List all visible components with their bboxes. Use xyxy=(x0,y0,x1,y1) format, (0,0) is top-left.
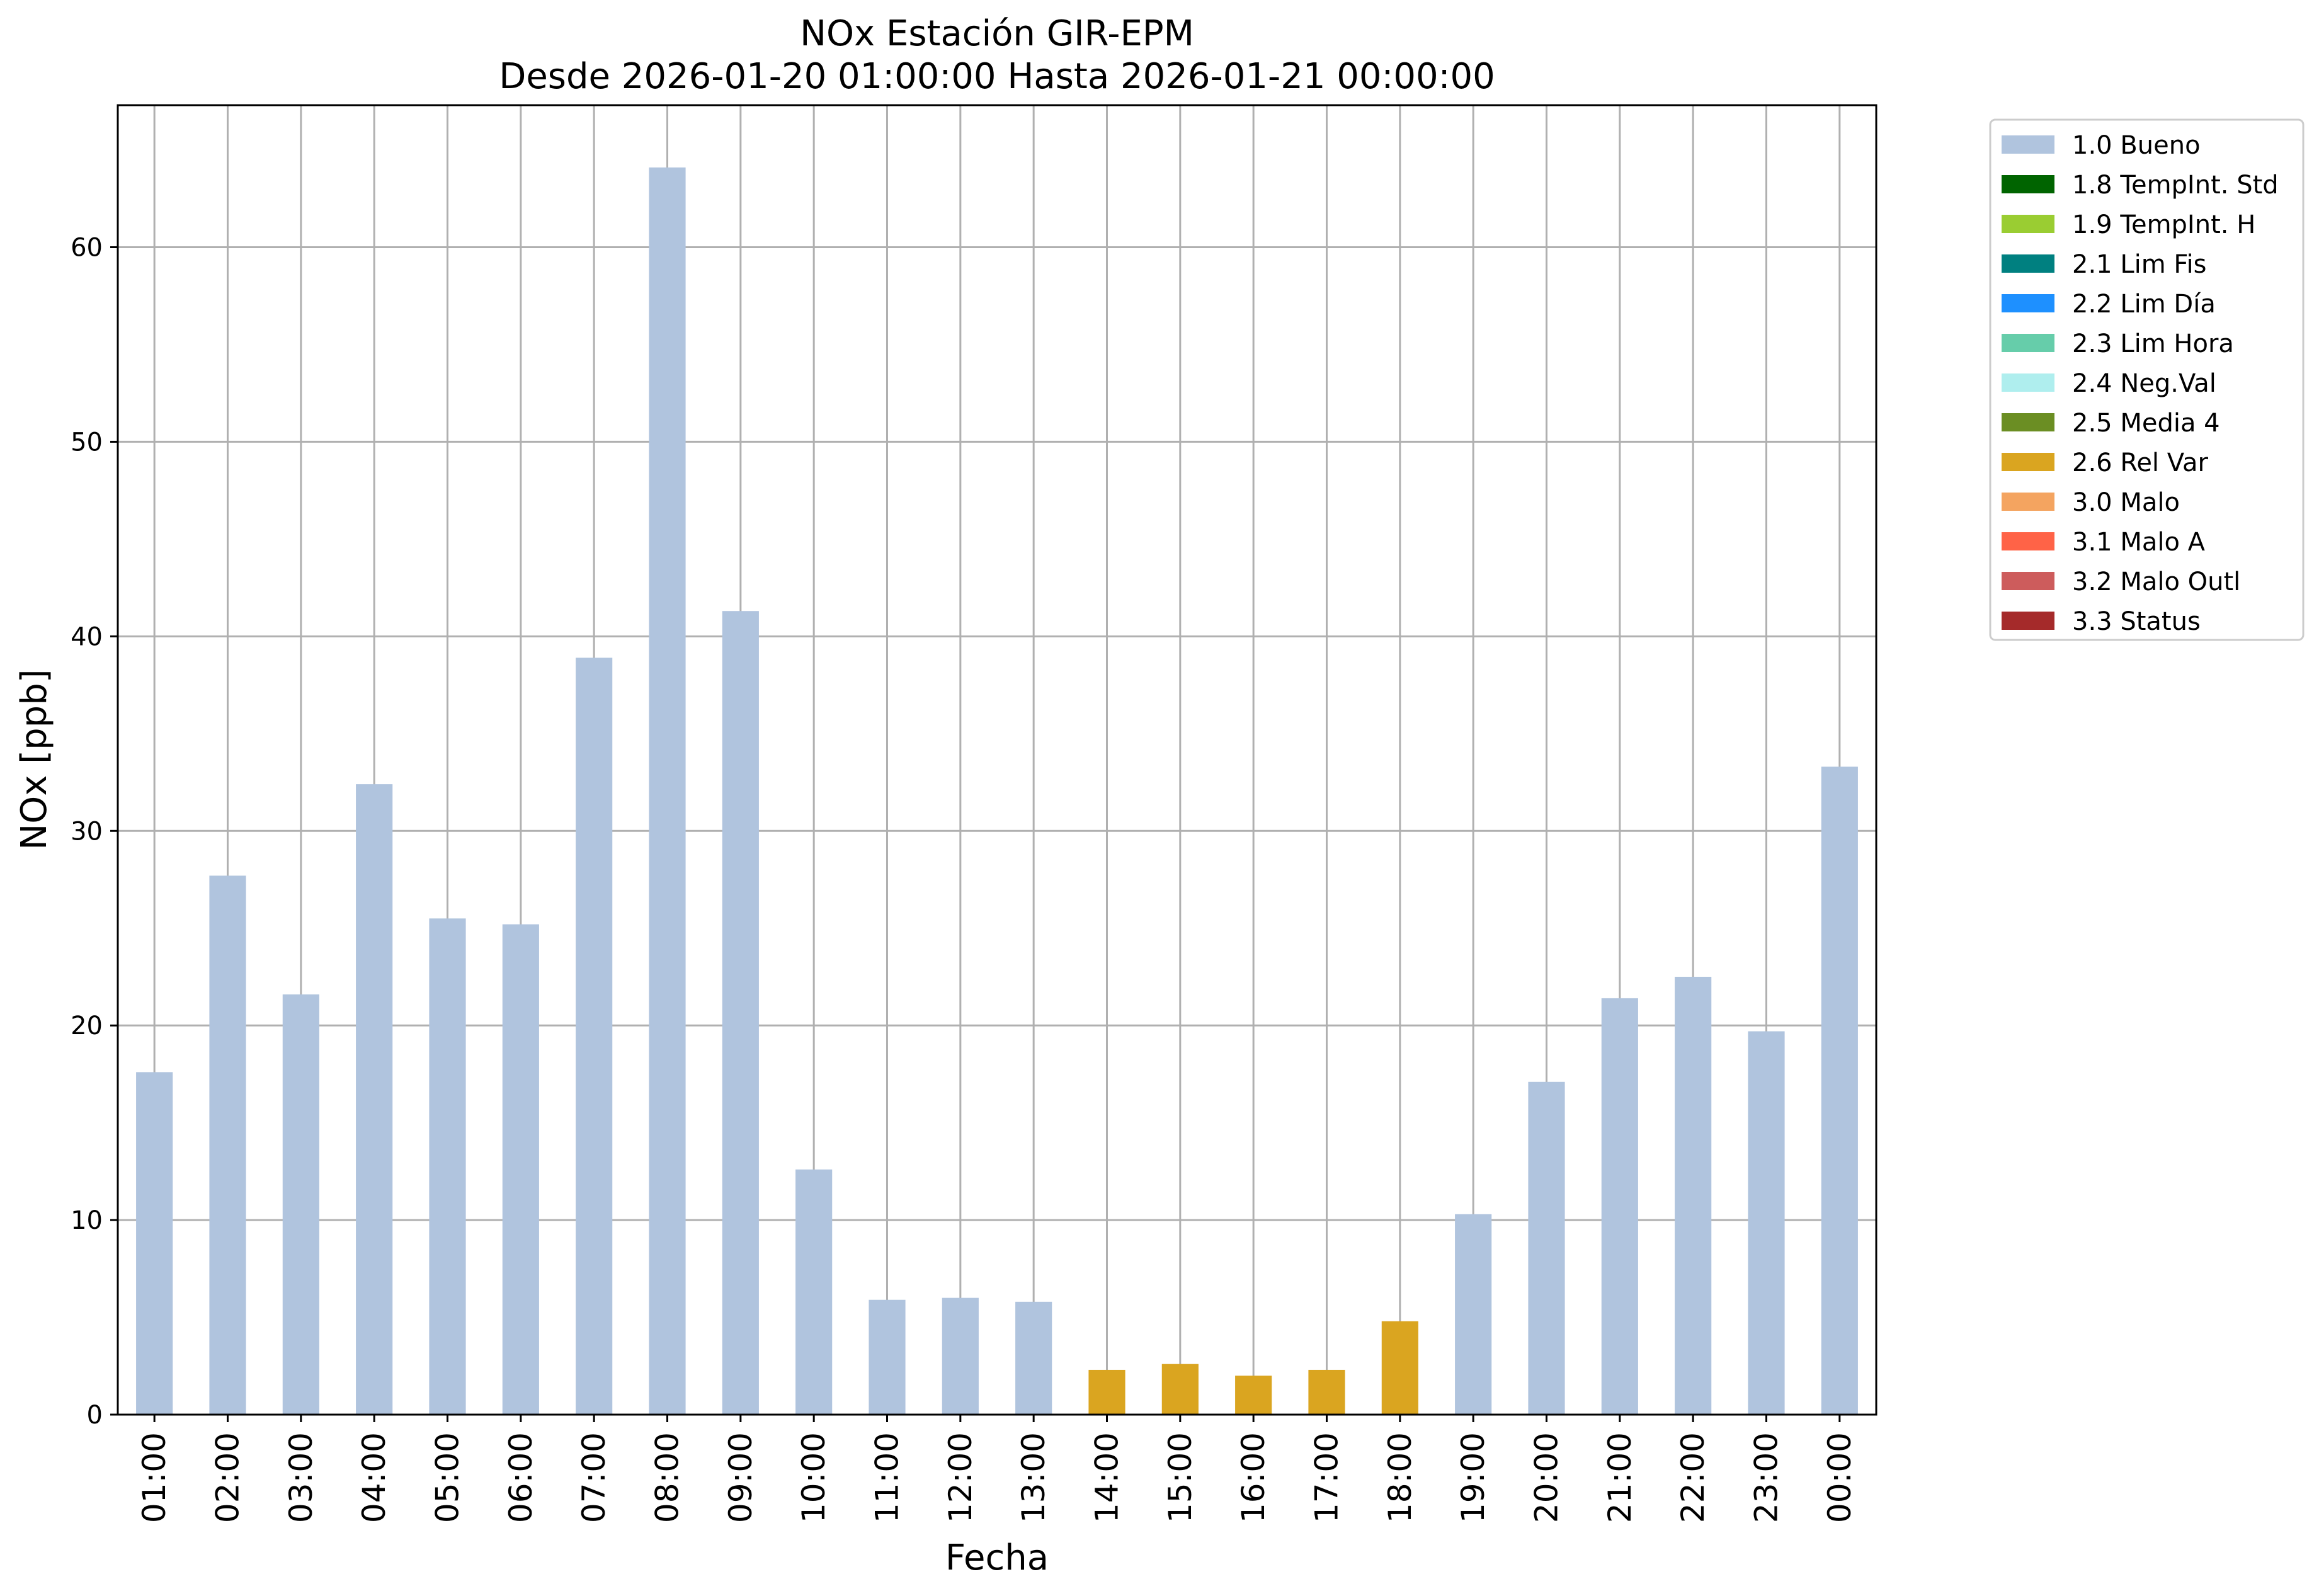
legend-label: 2.3 Lim Hora xyxy=(2072,329,2234,358)
legend-label: 3.2 Malo Outl xyxy=(2072,567,2240,596)
x-tick-label: 00:00 xyxy=(1821,1432,1858,1523)
legend-swatch xyxy=(2002,215,2054,233)
bar-1400 xyxy=(1088,1369,1125,1415)
bar-1500 xyxy=(1161,1364,1199,1415)
x-tick-label: 09:00 xyxy=(722,1432,759,1523)
legend-swatch xyxy=(2002,572,2054,590)
legend-label: 2.2 Lim Día xyxy=(2072,290,2216,319)
bar-0200 xyxy=(209,875,246,1415)
x-tick-label: 20:00 xyxy=(1529,1432,1565,1523)
y-tick-label: 60 xyxy=(71,234,103,263)
legend-label: 1.0 Bueno xyxy=(2072,131,2201,160)
x-tick-label: 19:00 xyxy=(1455,1432,1491,1523)
chart-subtitle: Desde 2026-01-20 01:00:00 Hasta 2026-01-… xyxy=(499,56,1495,97)
legend-swatch xyxy=(2002,493,2054,511)
bar-1300 xyxy=(1015,1301,1052,1415)
bar-0900 xyxy=(722,611,759,1415)
legend-swatch xyxy=(2002,373,2054,392)
x-tick-label: 16:00 xyxy=(1235,1432,1272,1523)
x-axis-label: Fecha xyxy=(945,1537,1049,1578)
bar-0700 xyxy=(576,658,613,1415)
legend-swatch xyxy=(2002,254,2054,273)
bar-1800 xyxy=(1381,1321,1418,1415)
x-tick-label: 15:00 xyxy=(1162,1432,1199,1523)
legend-label: 2.5 Media 4 xyxy=(2072,409,2220,438)
bar-0300 xyxy=(282,994,319,1415)
y-tick-label: 10 xyxy=(71,1206,103,1235)
legend-label: 1.8 TempInt. Std xyxy=(2072,171,2279,200)
x-tick-label: 10:00 xyxy=(795,1432,832,1523)
bar-1700 xyxy=(1308,1369,1345,1415)
bar-0800 xyxy=(649,167,686,1415)
x-tick-label: 12:00 xyxy=(942,1432,979,1523)
bar-0600 xyxy=(502,924,539,1415)
legend-label: 3.1 Malo A xyxy=(2072,528,2206,557)
x-tick-label: 04:00 xyxy=(356,1432,392,1523)
x-tick-label: 11:00 xyxy=(869,1432,906,1523)
y-tick-label: 0 xyxy=(87,1401,103,1430)
x-tick-label: 05:00 xyxy=(430,1432,466,1523)
bar-2200 xyxy=(1675,976,1712,1415)
x-tick-label: 21:00 xyxy=(1602,1432,1638,1523)
y-tick-label: 30 xyxy=(71,817,103,846)
y-axis-label: NOx [ppb] xyxy=(14,669,55,850)
plot-frame xyxy=(117,104,1877,1416)
x-tick-label: 06:00 xyxy=(503,1432,539,1523)
bar-2300 xyxy=(1748,1031,1785,1415)
legend-swatch xyxy=(2002,612,2054,630)
x-tick-label: 01:00 xyxy=(136,1432,173,1523)
legend-label: 2.6 Rel Var xyxy=(2072,448,2209,477)
x-tick-label: 07:00 xyxy=(576,1432,612,1523)
legend-label: 2.1 Lim Fis xyxy=(2072,250,2206,279)
x-tick-label: 13:00 xyxy=(1015,1432,1052,1523)
bar-0100 xyxy=(136,1072,173,1415)
legend-swatch xyxy=(2002,294,2054,312)
bar-1000 xyxy=(795,1169,833,1415)
y-axis: 0 10 20 30 40 50 60 xyxy=(71,234,118,1430)
y-tick-label: 40 xyxy=(71,622,103,651)
x-axis: 01:00 02:00 03:00 04:00 05:00 06:00 07:00 08:00… xyxy=(136,1415,1858,1523)
x-tick-label: 17:00 xyxy=(1309,1432,1345,1523)
legend-swatch xyxy=(2002,532,2054,550)
y-tick-label: 50 xyxy=(71,428,103,457)
bar-1900 xyxy=(1455,1214,1492,1415)
legend-label: 2.4 Neg.Val xyxy=(2072,369,2216,398)
legend-swatch xyxy=(2002,453,2054,471)
bar-1200 xyxy=(942,1297,979,1415)
legend-swatch xyxy=(2002,413,2054,431)
bars xyxy=(136,167,1858,1415)
legend-label: 3.3 Status xyxy=(2072,607,2201,636)
bar-2000 xyxy=(1528,1081,1565,1415)
bar-2100 xyxy=(1601,998,1638,1415)
legend-swatch xyxy=(2002,135,2054,154)
legend-swatch xyxy=(2002,175,2054,193)
legend-label: 3.0 Malo xyxy=(2072,488,2180,517)
x-tick-label: 14:00 xyxy=(1089,1432,1125,1523)
bar-1100 xyxy=(869,1299,906,1415)
x-tick-label: 08:00 xyxy=(649,1432,686,1523)
x-tick-label: 02:00 xyxy=(210,1432,246,1523)
bar-0500 xyxy=(429,918,466,1415)
x-tick-label: 22:00 xyxy=(1675,1432,1711,1523)
bar-0400 xyxy=(356,784,393,1415)
x-tick-label: 18:00 xyxy=(1382,1432,1418,1523)
legend-swatch xyxy=(2002,334,2054,352)
x-tick-label: 23:00 xyxy=(1748,1432,1785,1523)
bar-0000 xyxy=(1821,767,1858,1415)
y-tick-label: 20 xyxy=(71,1012,103,1040)
legend: 1.0 Bueno 1.8 TempInt. Std 1.9 TempInt. H 2… xyxy=(1989,118,2305,641)
legend-label: 1.9 TempInt. H xyxy=(2072,210,2255,239)
chart-title: NOx Estación GIR-EPM xyxy=(800,13,1194,54)
bar-1600 xyxy=(1235,1376,1272,1415)
x-tick-label: 03:00 xyxy=(283,1432,319,1523)
legend-box xyxy=(1989,118,2305,641)
